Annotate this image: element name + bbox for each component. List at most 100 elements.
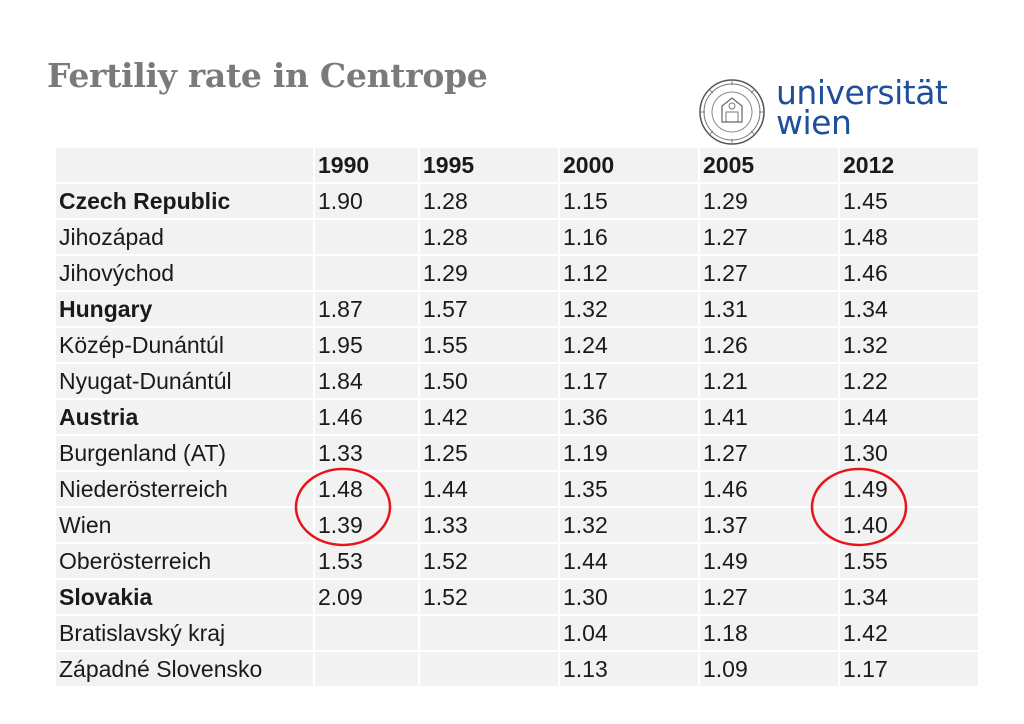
fertility-value: 1.42 xyxy=(419,399,560,436)
header-year: 1990 xyxy=(314,148,420,184)
table-row: Oberösterreich 1.53 1.52 1.44 1.49 1.55 xyxy=(56,543,980,580)
region-name: Oberösterreich xyxy=(56,543,315,580)
fertility-value: 1.37 xyxy=(699,507,840,544)
table-row: Slovakia 2.09 1.52 1.30 1.27 1.34 xyxy=(56,579,980,616)
fertility-value: 1.48 xyxy=(314,471,420,508)
fertility-value: 1.42 xyxy=(839,615,980,652)
university-logo: universität wien xyxy=(698,73,958,148)
fertility-value: 1.57 xyxy=(419,291,560,328)
fertility-value: 1.44 xyxy=(559,543,700,580)
fertility-value: 1.84 xyxy=(314,363,420,400)
fertility-value: 1.39 xyxy=(314,507,420,544)
table-row: Austria 1.46 1.42 1.36 1.41 1.44 xyxy=(56,399,980,436)
fertility-value: 1.46 xyxy=(839,255,980,292)
fertility-value: 1.50 xyxy=(419,363,560,400)
fertility-value: 1.90 xyxy=(314,183,420,220)
header-year: 2000 xyxy=(559,148,700,184)
fertility-value: 1.46 xyxy=(699,471,840,508)
fertility-value: 1.28 xyxy=(419,219,560,256)
header-region xyxy=(56,148,315,184)
table-row: Wien 1.39 1.33 1.32 1.37 1.40 xyxy=(56,507,980,544)
fertility-value xyxy=(314,615,420,652)
fertility-value: 1.44 xyxy=(839,399,980,436)
university-wordmark: universität wien xyxy=(776,73,948,142)
fertility-value: 1.28 xyxy=(419,183,560,220)
region-name: Bratislavský kraj xyxy=(56,615,315,652)
fertility-value: 1.29 xyxy=(419,255,560,292)
region-name: Burgenland (AT) xyxy=(56,435,315,472)
fertility-value: 1.04 xyxy=(559,615,700,652)
region-name: Slovakia xyxy=(56,579,315,616)
fertility-value: 1.45 xyxy=(839,183,980,220)
fertility-value: 1.26 xyxy=(699,327,840,364)
table-row: Bratislavský kraj 1.04 1.18 1.42 xyxy=(56,615,980,652)
header-year: 2012 xyxy=(839,148,980,184)
fertility-value: 1.25 xyxy=(419,435,560,472)
fertility-value: 1.41 xyxy=(699,399,840,436)
fertility-value: 1.36 xyxy=(559,399,700,436)
fertility-value: 1.27 xyxy=(699,435,840,472)
fertility-value: 1.95 xyxy=(314,327,420,364)
fertility-value: 1.31 xyxy=(699,291,840,328)
fertility-value: 1.49 xyxy=(839,471,980,508)
fertility-value xyxy=(314,219,420,256)
fertility-value: 1.16 xyxy=(559,219,700,256)
fertility-value xyxy=(314,651,420,688)
fertility-value: 1.33 xyxy=(314,435,420,472)
fertility-value: 1.29 xyxy=(699,183,840,220)
fertility-value: 1.21 xyxy=(699,363,840,400)
fertility-value: 1.55 xyxy=(419,327,560,364)
fertility-value: 1.52 xyxy=(419,579,560,616)
region-name: Közép-Dunántúl xyxy=(56,327,315,364)
page-title: Fertiliy rate in Centrope xyxy=(47,56,488,95)
region-name: Czech Republic xyxy=(56,183,315,220)
region-name: Austria xyxy=(56,399,315,436)
fertility-value: 1.53 xyxy=(314,543,420,580)
fertility-value: 1.22 xyxy=(839,363,980,400)
fertility-value: 1.34 xyxy=(839,291,980,328)
fertility-value: 1.46 xyxy=(314,399,420,436)
fertility-value: 1.34 xyxy=(839,579,980,616)
fertility-value: 1.33 xyxy=(419,507,560,544)
table-row: Niederösterreich 1.48 1.44 1.35 1.46 1.49 xyxy=(56,471,980,508)
fertility-value: 1.32 xyxy=(559,507,700,544)
fertility-value: 1.27 xyxy=(699,579,840,616)
table-row: Burgenland (AT) 1.33 1.25 1.19 1.27 1.30 xyxy=(56,435,980,472)
table-row: Hungary 1.87 1.57 1.32 1.31 1.34 xyxy=(56,291,980,328)
fertility-value: 1.15 xyxy=(559,183,700,220)
fertility-value: 1.27 xyxy=(699,219,840,256)
table-row: Közép-Dunántúl 1.95 1.55 1.24 1.26 1.32 xyxy=(56,327,980,364)
table-row: Jihovýchod 1.29 1.12 1.27 1.46 xyxy=(56,255,980,292)
region-name: Wien xyxy=(56,507,315,544)
wordmark-line-1: universität xyxy=(776,73,948,112)
header-year: 2005 xyxy=(699,148,840,184)
fertility-value: 1.13 xyxy=(559,651,700,688)
fertility-value: 1.19 xyxy=(559,435,700,472)
wordmark-line-2: wien xyxy=(776,103,852,142)
header-year: 1995 xyxy=(419,148,560,184)
university-seal-icon xyxy=(699,79,765,145)
fertility-table: 1990 1995 2000 2005 2012 Czech Republic 1.90 1.… xyxy=(56,148,980,688)
fertility-value: 1.32 xyxy=(559,291,700,328)
fertility-value: 1.55 xyxy=(839,543,980,580)
fertility-value: 1.44 xyxy=(419,471,560,508)
fertility-value: 1.17 xyxy=(839,651,980,688)
fertility-value: 1.35 xyxy=(559,471,700,508)
region-name: Jihozápad xyxy=(56,219,315,256)
table-row: Jihozápad 1.28 1.16 1.27 1.48 xyxy=(56,219,980,256)
fertility-value xyxy=(419,651,560,688)
fertility-value: 2.09 xyxy=(314,579,420,616)
fertility-value: 1.30 xyxy=(559,579,700,616)
fertility-value: 1.48 xyxy=(839,219,980,256)
fertility-value: 1.49 xyxy=(699,543,840,580)
table-row: Czech Republic 1.90 1.28 1.15 1.29 1.45 xyxy=(56,183,980,220)
fertility-value xyxy=(314,255,420,292)
fertility-value: 1.18 xyxy=(699,615,840,652)
fertility-value: 1.87 xyxy=(314,291,420,328)
region-name: Jihovýchod xyxy=(56,255,315,292)
fertility-value: 1.40 xyxy=(839,507,980,544)
fertility-value: 1.24 xyxy=(559,327,700,364)
fertility-value xyxy=(419,615,560,652)
fertility-value: 1.17 xyxy=(559,363,700,400)
fertility-value: 1.09 xyxy=(699,651,840,688)
